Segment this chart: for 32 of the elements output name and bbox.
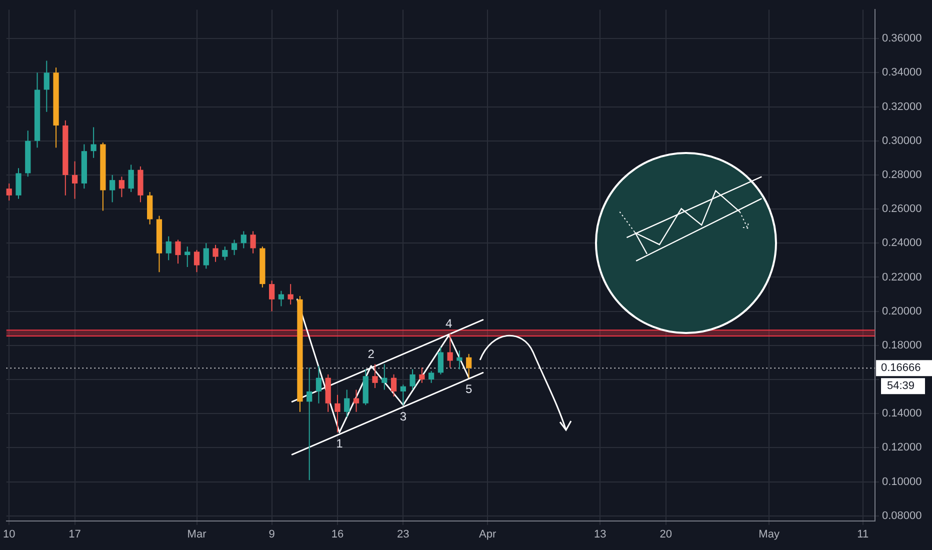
- annotation: 4: [446, 316, 453, 331]
- y-tick-label: 0.12000: [882, 442, 922, 454]
- text: 54:39: [887, 380, 915, 392]
- x-tick-label: Mar: [187, 528, 207, 541]
- annotation: 2: [368, 347, 375, 362]
- y-tick-label: 0.20000: [882, 305, 922, 318]
- x-tick-label: 9: [268, 528, 275, 541]
- x-tick-label: Apr: [479, 528, 496, 541]
- y-tick-label: 0.10000: [882, 476, 922, 488]
- annotation: 1: [336, 436, 344, 451]
- y-tick-label: 0.30000: [882, 134, 922, 147]
- x-tick-label: May: [758, 528, 780, 541]
- x-tick-label: 11: [857, 528, 869, 541]
- x-tick-label: 13: [594, 528, 606, 541]
- x-tick-label: 16: [331, 528, 344, 541]
- y-tick-label: 0.24000: [882, 237, 922, 250]
- y-tick-label: 0.28000: [882, 168, 922, 181]
- annotation: 3: [400, 409, 407, 424]
- annotation: 5: [465, 382, 472, 396]
- x-tick-label: 10: [2, 528, 16, 541]
- y-tick-label: 0.14000: [882, 408, 922, 420]
- y-tick-label: 0.22000: [882, 271, 922, 284]
- y-tick-label: 0.18000: [882, 339, 922, 352]
- y-tick-label: 0.26000: [882, 203, 922, 216]
- x-tick-label: 17: [68, 528, 81, 541]
- y-tick-label: 0.34000: [882, 66, 922, 79]
- x-tick-label: 20: [660, 528, 672, 541]
- y-tick-label: 0.32000: [882, 100, 922, 113]
- y-tick-label: 0.36000: [882, 32, 922, 45]
- ref-line-label: 0.16666: [881, 362, 921, 374]
- x-tick-label: 23: [397, 528, 410, 541]
- y-tick-label: 0.08000: [882, 510, 922, 522]
